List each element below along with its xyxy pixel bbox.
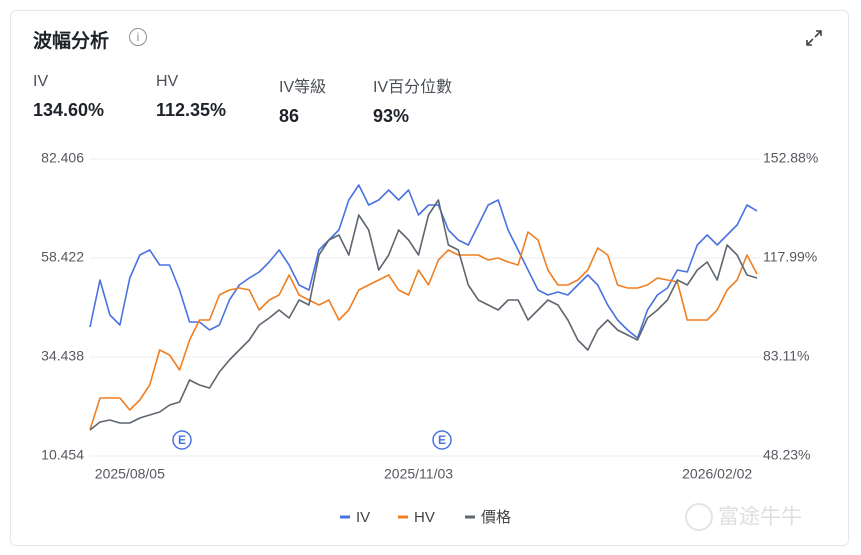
- volatility-card: 波幅分析 i IV 134.60% HV 112.35% IV等級 86 IV百分位數…: [10, 10, 849, 546]
- event-circle: [432, 430, 452, 450]
- stat-value: 86: [279, 106, 300, 126]
- info-icon[interactable]: i: [129, 28, 147, 46]
- series-line: [89, 199, 758, 431]
- stat-value: 134.60%: [33, 100, 105, 120]
- event-marker: E: [172, 430, 192, 450]
- legend-item[interactable]: HV: [398, 509, 435, 526]
- legend-item[interactable]: 價格: [465, 509, 511, 526]
- y2-tick-label: 48.23%: [763, 447, 810, 463]
- x-tick-label: 2025/08/05: [95, 466, 165, 482]
- stat-label: HV: [156, 73, 179, 90]
- stat-value: 93%: [373, 106, 410, 126]
- event-marker: E: [432, 430, 452, 450]
- stat-label: IV百分位數: [373, 79, 453, 96]
- event-label: E: [178, 433, 186, 447]
- event-label: E: [438, 433, 446, 447]
- card-title: 波幅分析: [33, 31, 110, 52]
- y-tick-label: 34.438: [41, 348, 84, 364]
- stat-label: IV: [33, 73, 49, 90]
- stat-label: IV等級: [279, 79, 327, 96]
- stat: IV 134.60%: [33, 73, 104, 121]
- legend-item[interactable]: IV: [340, 509, 370, 526]
- y-tick-label: 10.454: [41, 447, 84, 463]
- y-tick-label: 58.422: [41, 249, 84, 265]
- watermark-text: 富途牛牛: [718, 506, 802, 529]
- stat: IV等級 86: [279, 73, 326, 127]
- expand-icon[interactable]: [804, 28, 824, 48]
- event-circle: [172, 430, 192, 450]
- y2-tick-label: 83.11%: [763, 348, 809, 364]
- y2-tick-label: 117.99%: [763, 249, 817, 265]
- legend-label: 價格: [481, 509, 511, 526]
- x-tick-label: 2025/11/03: [384, 466, 453, 482]
- x-tick-label: 2026/02/02: [682, 466, 752, 482]
- stat-value: 112.35%: [156, 100, 227, 120]
- legend-label: IV: [356, 509, 370, 526]
- series-line: [89, 231, 758, 431]
- y2-tick-label: 152.88%: [763, 150, 818, 166]
- y-tick-label: 82.406: [41, 150, 84, 166]
- series-line: [89, 184, 758, 339]
- stat: IV百分位數 93%: [373, 73, 452, 127]
- stat: HV 112.35%: [156, 73, 226, 121]
- watermark: 富途牛牛: [685, 503, 802, 531]
- legend-label: HV: [414, 509, 435, 526]
